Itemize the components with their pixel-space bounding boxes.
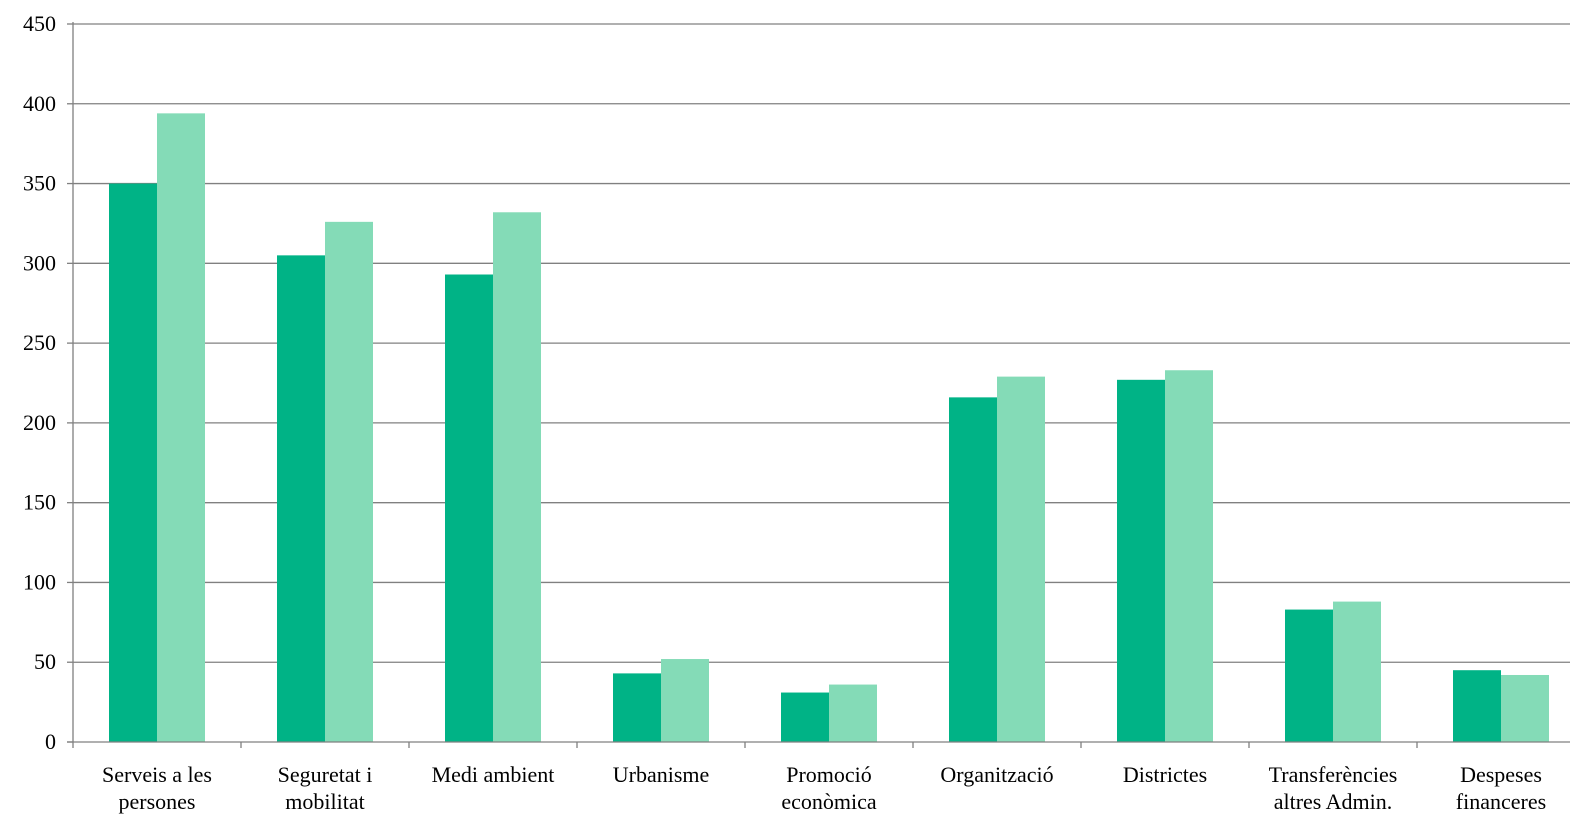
y-tick-label: 0 [45,729,56,754]
y-tick-label: 300 [23,250,56,275]
y-tick-label: 400 [23,91,56,116]
bar-series2-cat1 [157,113,205,742]
bars [109,113,1549,743]
x-category-label: mobilitat [285,789,364,814]
bar-series2-cat5 [829,684,877,742]
bar-series1-cat1 [109,183,157,743]
x-category-label: econòmica [781,789,877,814]
x-category-label: Despeses [1460,762,1542,787]
bar-series1-cat8 [1285,609,1333,742]
bar-series2-cat4 [661,659,709,742]
x-category-label: financeres [1456,789,1546,814]
x-category-label: altres Admin. [1274,789,1393,814]
y-tick-label: 50 [34,649,56,674]
bar-series1-cat4 [613,673,661,742]
x-category-label: Seguretat i [278,762,373,787]
bar-series2-cat3 [493,212,541,742]
y-tick-label: 350 [23,171,56,196]
bar-series2-cat9 [1501,674,1549,742]
y-tick-label: 200 [23,410,56,435]
y-tick-labels: 0 50 100 150 200 250 300 350 400 450 [23,11,56,754]
bar-series2-cat2 [325,221,373,743]
axes [67,22,1570,748]
y-tick-label: 100 [23,569,56,594]
bar-series1-cat7 [1117,379,1165,742]
bar-series1-cat2 [277,255,325,742]
x-category-label: Organització [940,762,1053,787]
y-tick-label: 450 [23,11,56,36]
bar-series1-cat9 [1453,670,1501,742]
bar-series1-cat6 [949,397,997,742]
x-category-label: Promoció [786,762,872,787]
x-category-label: Serveis a les [102,762,212,787]
x-category-label: Medi ambient [432,762,555,787]
bar-series1-cat3 [445,274,493,742]
x-category-label: Districtes [1123,762,1207,787]
bar-series1-cat5 [781,692,829,742]
bar-series2-cat7 [1165,370,1213,742]
x-category-label: Transferències [1269,762,1398,787]
x-category-label: persones [119,789,196,814]
bar-series2-cat6 [997,376,1045,742]
bar-series2-cat8 [1333,601,1381,742]
y-tick-label: 250 [23,330,56,355]
y-tick-label: 150 [23,490,56,515]
x-category-label: Urbanisme [613,762,710,787]
